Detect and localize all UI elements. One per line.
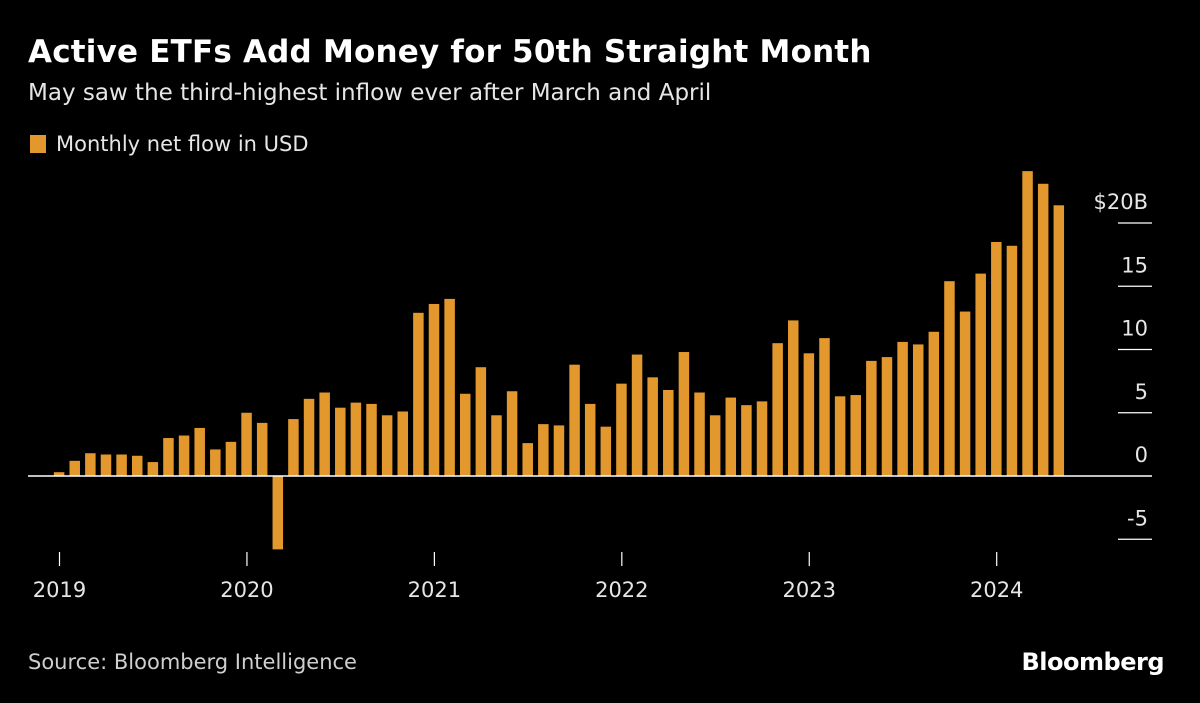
source-note: Source: Bloomberg Intelligence: [28, 650, 357, 674]
bar: [506, 391, 518, 476]
chart-title: Active ETFs Add Money for 50th Straight …: [28, 34, 872, 70]
bar: [819, 338, 830, 476]
y-tick-label: -5: [1127, 506, 1148, 530]
bar: [53, 472, 65, 476]
bar: [850, 395, 861, 476]
bar: [569, 364, 580, 476]
bar: [788, 320, 799, 476]
bar: [1006, 245, 1018, 476]
bar: [397, 411, 409, 476]
bar: [694, 392, 705, 476]
x-tick-label: 2020: [220, 578, 273, 602]
bar: [959, 311, 971, 476]
x-tick-label: 2024: [970, 578, 1023, 602]
bar: [538, 424, 549, 476]
bar: [772, 343, 783, 476]
bar: [178, 435, 190, 476]
bar: [100, 454, 112, 476]
bloomberg-logo: Bloomberg: [1021, 648, 1165, 676]
bar: [1037, 183, 1049, 476]
bar: [647, 377, 658, 476]
bar: [912, 344, 924, 476]
bar: [319, 392, 330, 476]
bar: [459, 393, 471, 476]
bar: [897, 341, 908, 476]
bar: [741, 405, 752, 476]
bar: [991, 241, 1002, 476]
bar: [975, 273, 986, 476]
bar: [69, 460, 80, 476]
bar: [709, 415, 721, 476]
bar: [444, 298, 455, 476]
bar: [288, 419, 299, 476]
y-tick-label: 15: [1121, 253, 1148, 277]
bar: [522, 443, 533, 476]
bar: [163, 438, 174, 476]
bar: [725, 397, 737, 476]
legend: Monthly net flow in USD: [30, 132, 309, 156]
bar: [944, 281, 955, 476]
bar: [147, 462, 159, 476]
bar: [272, 476, 284, 550]
bar: [475, 367, 487, 476]
bar: [834, 396, 846, 476]
x-tick-label: 2022: [595, 578, 648, 602]
bar: [241, 412, 252, 476]
bar: [131, 455, 143, 476]
bar: [256, 422, 268, 476]
bar: [366, 403, 377, 476]
bar: [1053, 205, 1065, 477]
bar: [491, 415, 502, 476]
bar: [210, 449, 221, 476]
y-tick-label: 10: [1121, 317, 1148, 341]
bar: [756, 401, 768, 476]
bar: [616, 383, 627, 476]
bar: [303, 398, 315, 476]
bar: [116, 454, 127, 476]
bar: [194, 427, 205, 476]
bar: [584, 403, 596, 476]
bar: [381, 415, 393, 476]
y-tick-label: $20B: [1094, 190, 1149, 214]
bar: [600, 426, 612, 476]
bar: [678, 352, 690, 476]
bar: [350, 402, 362, 476]
x-tick-label: 2023: [783, 578, 836, 602]
bar: [803, 353, 815, 476]
y-tick-label: 5: [1135, 380, 1148, 404]
bar: [428, 303, 440, 476]
bar: [881, 357, 893, 476]
legend-swatch: [30, 135, 46, 153]
bar: [85, 453, 96, 476]
bar: [928, 331, 940, 476]
x-tick-label: 2019: [33, 578, 86, 602]
chart-subtitle: May saw the third-highest inflow ever af…: [28, 80, 712, 106]
bar: [631, 354, 643, 476]
legend-label: Monthly net flow in USD: [56, 132, 309, 156]
bar: [866, 360, 877, 476]
bar: [335, 407, 346, 476]
bar: [663, 389, 674, 476]
bar: [1022, 171, 1033, 476]
bar: [413, 312, 424, 476]
y-tick-label: 0: [1135, 443, 1148, 467]
x-tick-label: 2021: [408, 578, 461, 602]
bar: [553, 425, 565, 476]
bar: [225, 441, 237, 476]
